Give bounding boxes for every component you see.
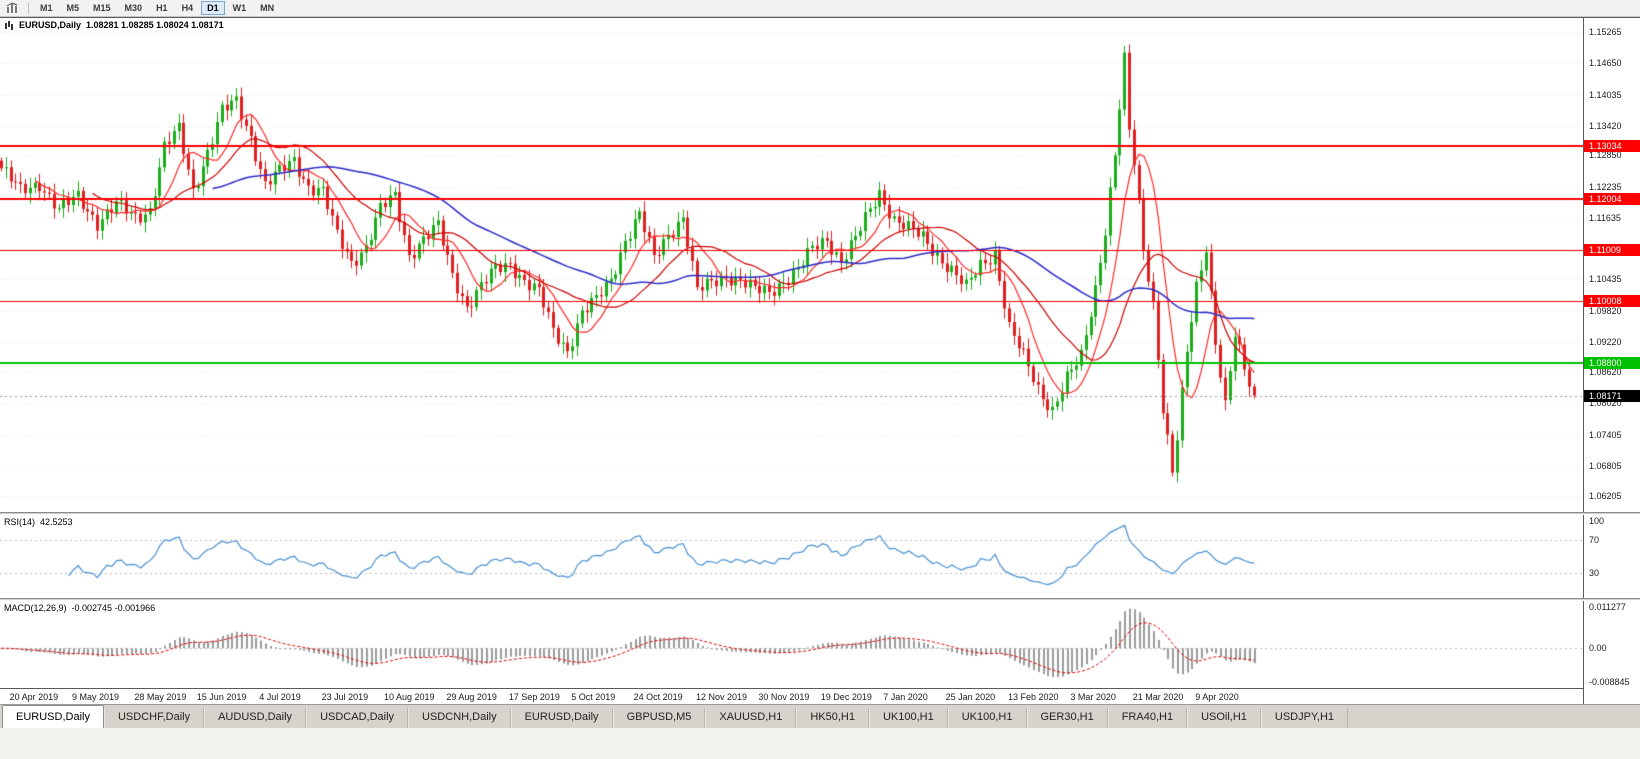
timeframe-w1[interactable]: W1 [232,3,247,13]
tab-usdjpy-h1[interactable]: USDJPY,H1 [1260,708,1349,728]
date-label: 20 Apr 2019 [9,692,59,702]
price-tick: 1.09820 [1589,305,1622,316]
chart-tabs-bar: EURUSD,Daily USDCHF,Daily AUDUSD,Daily USDC… [0,704,1640,728]
timeframe-buttons: M1 M5 M15 M30 H1 H4 D1 W1 MN [33,1,281,15]
macd-pane: MACD(12,26,9) -0.002745 -0.001966 [0,601,1583,688]
date-label: 12 Nov 2019 [696,692,748,702]
rsi-tick: 70 [1589,534,1600,545]
chart-ohlc-label: EURUSD,Daily 1.08281 1.08285 1.08024 1.0… [4,20,224,30]
date-label: 3 Mar 2020 [1070,692,1116,702]
date-label: 23 Jul 2019 [321,692,369,702]
hline-price-label: 1.11009 [1584,243,1640,256]
timeframe-m5[interactable]: M5 [66,3,80,13]
timeframe-m15[interactable]: M15 [93,3,111,13]
price-tick: 1.07405 [1589,429,1622,440]
date-label: 13 Feb 2020 [1008,692,1059,702]
date-label: 15 Jun 2019 [196,692,247,702]
timeframe-h1[interactable]: H1 [156,3,168,13]
date-label: 30 Nov 2019 [758,692,810,702]
date-label: 17 Sep 2019 [508,692,560,702]
price-pane: EURUSD,Daily 1.08281 1.08285 1.08024 1.0… [0,18,1583,512]
hline-price-label: 1.12004 [1584,192,1640,205]
tab-xauusd-h1[interactable]: XAUUSD,H1 [705,708,797,728]
date-label: 24 Oct 2019 [633,692,683,702]
window-bottom-strip [0,728,1640,759]
date-label: 4 Jul 2019 [259,692,301,702]
price-tick: 1.08020 [1589,398,1622,409]
date-label: 21 Mar 2020 [1132,692,1184,702]
pane-splitter[interactable] [0,598,1640,601]
rsi-tick: 30 [1589,568,1600,579]
rsi-tick: 100 [1589,516,1605,526]
price-tick: 1.12850 [1589,150,1622,161]
hline-price-label: 1.08800 [1584,357,1640,370]
tab-eurusd-daily[interactable]: EURUSD,Daily [510,708,613,728]
tab-usdcad-daily[interactable]: USDCAD,Daily [306,708,409,728]
price-tick: 1.06805 [1589,460,1622,471]
rsi-label: RSI(14) 42.5253 [4,517,73,527]
date-label: 28 May 2019 [134,692,187,702]
macd-canvas[interactable] [0,601,1583,688]
date-label: 7 Jan 2020 [883,692,928,702]
price-tick: 1.14035 [1589,89,1622,100]
rsi-pane: RSI(14) 42.5253 [0,515,1583,598]
macd-tick: 0.00 [1589,643,1607,654]
price-tick: 1.12235 [1589,182,1622,193]
hline-price-label: 1.13034 [1584,140,1640,153]
price-tick: 1.14650 [1589,58,1622,69]
rsi-name: RSI(14) [4,517,36,527]
price-axis[interactable]: 1.15265 1.14650 1.14035 1.13420 1.12850 1.122… [1583,18,1640,705]
date-label: 5 Oct 2019 [571,692,616,702]
price-tick: 1.06205 [1589,491,1622,502]
toolbar-separator [28,2,29,14]
date-label: 10 Aug 2019 [384,692,435,702]
tab-audusd-daily[interactable]: AUDUSD,Daily [204,708,307,728]
tab-usoil-h1[interactable]: USOil,H1 [1187,708,1261,728]
time-axis[interactable]: 20 Apr 2019 9 May 2019 28 May 2019 15 Jun 2… [0,688,1583,705]
rsi-canvas[interactable] [0,515,1583,598]
current-price-label: 1.08171 [1584,389,1640,402]
macd-label: MACD(12,26,9) -0.002745 -0.001966 [4,603,155,613]
tab-uk100-h1[interactable]: UK100,H1 [868,708,948,728]
tab-eurusd-daily[interactable]: EURUSD,Daily [2,705,104,728]
tab-fra40-h1[interactable]: FRA40,H1 [1107,708,1188,728]
price-tick: 1.11635 [1589,212,1621,223]
tab-usdcnh-daily[interactable]: USDCNH,Daily [408,708,511,728]
timeframe-m30[interactable]: M30 [124,3,143,13]
tab-usdchf-daily[interactable]: USDCHF,Daily [103,708,205,728]
chart-header-icon [4,20,14,30]
chart-window: EURUSD,Daily 1.08281 1.08285 1.08024 1.0… [0,17,1640,705]
date-label: 19 Dec 2019 [820,692,872,702]
date-label: 29 Aug 2019 [446,692,497,702]
price-tick: 1.13420 [1589,121,1622,132]
timeframe-m1[interactable]: M1 [40,3,53,13]
symbol-period-label: EURUSD,Daily [19,20,82,30]
tab-ger30-h1[interactable]: GER30,H1 [1026,708,1108,728]
macd-tick: -0.008845 [1589,676,1630,687]
macd-values: -0.002745 -0.001966 [71,603,156,613]
date-label: 9 May 2019 [72,692,120,702]
macd-tick: 0.011277 [1589,602,1626,612]
tab-uk100-h1[interactable]: UK100,H1 [947,708,1027,728]
price-chart-canvas[interactable] [0,18,1583,512]
price-tick: 1.15265 [1589,26,1622,37]
ohlc-values: 1.08281 1.08285 1.08024 1.08171 [86,20,224,30]
hline-price-label: 1.10008 [1584,295,1640,308]
price-tick: 1.08620 [1589,367,1622,378]
pane-splitter[interactable] [0,512,1640,515]
timeframe-toolbar: M1 M5 M15 M30 H1 H4 D1 W1 MN [0,0,1640,17]
price-tick: 1.10435 [1589,274,1622,285]
date-label: 25 Jan 2020 [945,692,996,702]
macd-name: MACD(12,26,9) [4,603,67,613]
timeframe-d1[interactable]: D1 [201,1,225,15]
date-label: 9 Apr 2020 [1195,692,1239,702]
chart-icon[interactable] [4,2,22,15]
price-tick: 1.09220 [1589,336,1622,347]
rsi-value: 42.5253 [40,517,73,527]
tab-hk50-h1[interactable]: HK50,H1 [796,708,869,728]
tab-gbpusd-m5[interactable]: GBPUSD,M5 [612,708,706,728]
timeframe-h4[interactable]: H4 [181,3,194,13]
timeframe-mn[interactable]: MN [260,3,275,13]
